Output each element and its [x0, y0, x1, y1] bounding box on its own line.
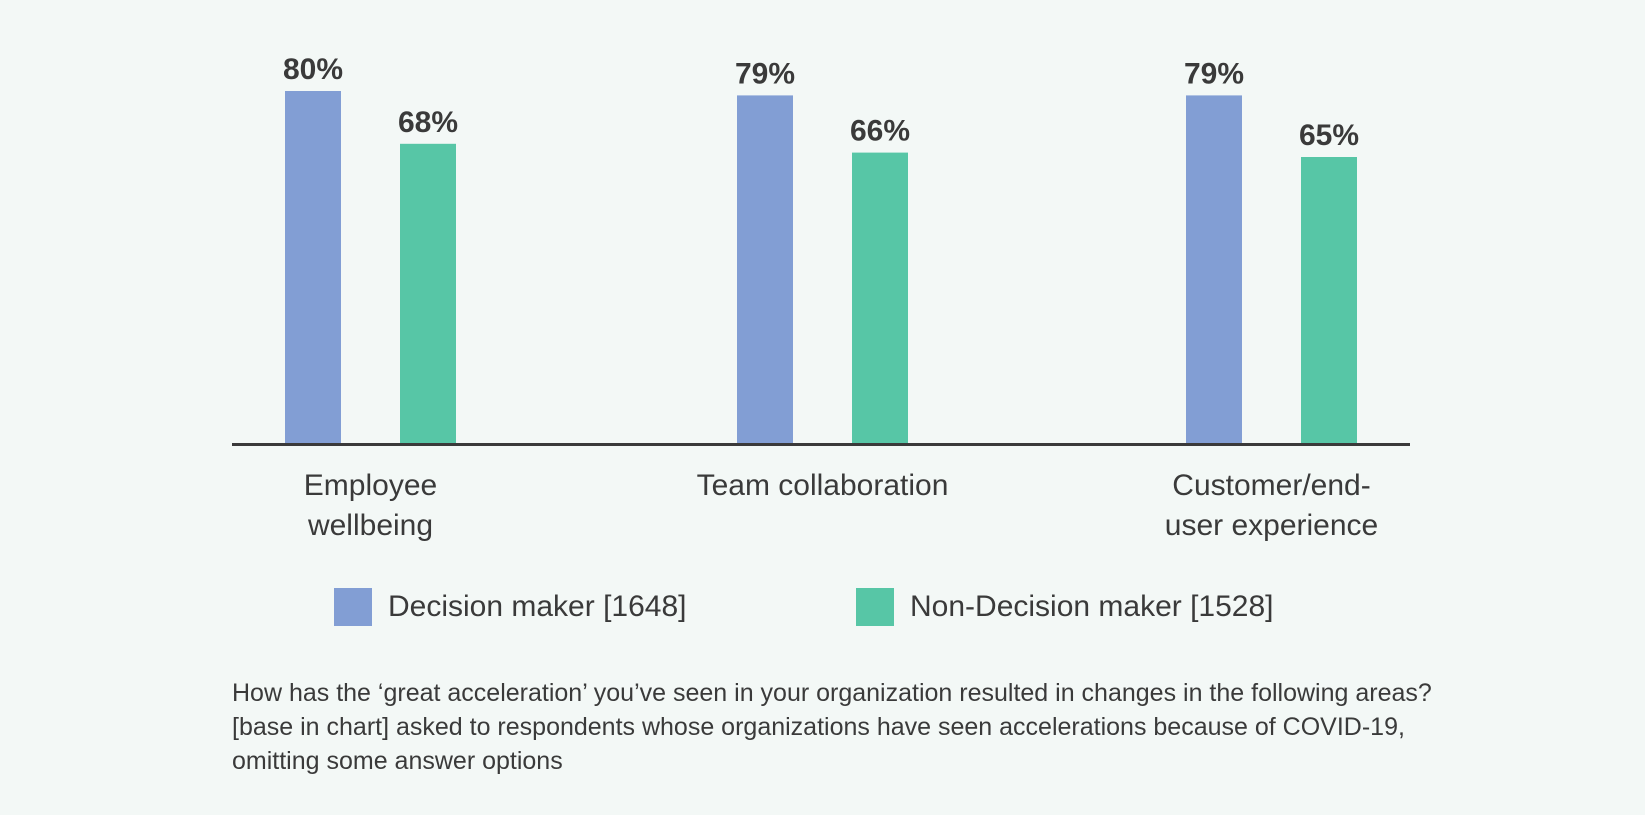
category-label-0-line1: wellbeing	[307, 509, 433, 542]
value-label-series1-cat0: 68%	[398, 106, 458, 139]
legend-label-decision-maker: Decision maker [1648]	[388, 590, 687, 623]
legend-item-decision-maker: Decision maker [1648]	[334, 587, 686, 627]
bar-series1-cat2	[1301, 157, 1357, 443]
value-label-series1-cat2: 65%	[1299, 119, 1359, 152]
value-label-series0-cat1: 79%	[735, 57, 795, 90]
bar-series1-cat0	[400, 143, 456, 444]
legend-item-non-decision-maker: Non-Decision maker [1528]	[856, 587, 1274, 627]
value-label-series0-cat2: 79%	[1184, 57, 1244, 90]
value-label-series0-cat0: 80%	[283, 53, 343, 86]
bar-series0-cat0	[285, 91, 341, 443]
legend-label-non-decision-maker: Non-Decision maker [1528]	[910, 590, 1274, 623]
legend-swatch-decision-maker	[334, 588, 372, 626]
bar-series0-cat1	[737, 95, 793, 444]
chart-footnote: How has the ‘great acceleration’ you’ve …	[232, 679, 1432, 775]
bar-series0-cat2	[1186, 95, 1242, 444]
category-label-2-line1: user experience	[1165, 509, 1378, 542]
bar-chart: 80% 68% Employee wellbeing 79% 66% Team collab…	[232, 53, 1410, 542]
value-label-series1-cat1: 66%	[850, 115, 910, 148]
bar-series1-cat1	[852, 152, 908, 443]
category-label-1-line0: Team collaboration	[697, 469, 949, 502]
category-label-2-line0: Customer/end-	[1172, 469, 1370, 502]
legend-swatch-non-decision-maker	[856, 588, 894, 626]
category-label-0-line0: Employee	[304, 469, 437, 502]
